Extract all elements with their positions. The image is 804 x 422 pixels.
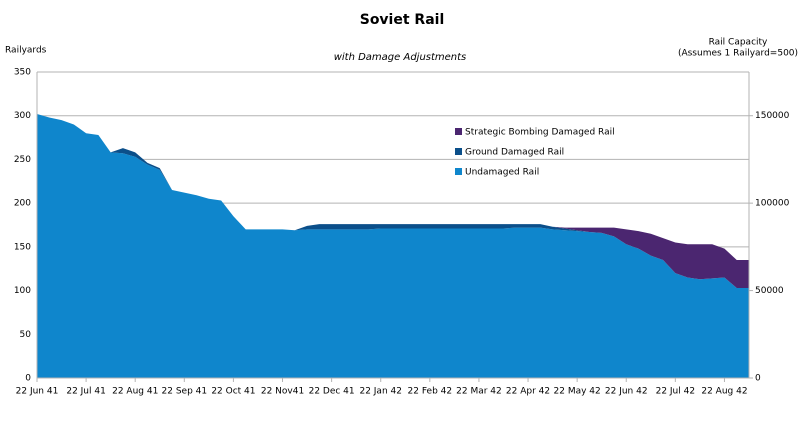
y2-tick-label: 100000	[755, 199, 790, 209]
area	[37, 113, 749, 288]
y-axis-label: Railyards	[5, 46, 47, 56]
y-tick-label: 350	[14, 68, 31, 78]
x-tick-label: 22 May 42	[554, 387, 601, 397]
x-tick-label: 22 Apr 42	[506, 387, 550, 397]
legend-label: Ground Damaged Rail	[465, 148, 564, 158]
y2-tick-label: 150000	[755, 111, 790, 121]
x-tick-label: 22 Jul 42	[656, 387, 696, 397]
y2-axis-label: Rail Capacity	[709, 38, 768, 48]
y-tick-label: 200	[14, 199, 31, 209]
y-tick-label: 0	[25, 374, 31, 384]
legend-label: Strategic Bombing Damaged Rail	[465, 128, 615, 138]
y-tick-label: 100	[14, 286, 31, 296]
x-tick-label: 22 Jan 42	[359, 387, 402, 397]
y-tick-label: 300	[14, 111, 31, 121]
x-tick-label: 22 Mar 42	[456, 387, 502, 397]
y-tick-label: 50	[20, 330, 32, 340]
x-tick-label: 22 Jun 41	[16, 387, 59, 397]
legend-swatch	[455, 128, 462, 135]
chart-subtitle: with Damage Adjustments	[334, 52, 467, 63]
y-tick-label: 250	[14, 155, 31, 165]
x-tick-label: 22 Jul 41	[66, 387, 106, 397]
area	[37, 113, 749, 379]
x-tick-label: 22 Aug 42	[701, 387, 747, 397]
legend-swatch	[455, 168, 462, 175]
x-tick-label: 22 Oct 41	[211, 387, 255, 397]
y-tick-label: 150	[14, 242, 31, 252]
x-tick-label: 22 Aug 41	[112, 387, 158, 397]
legend-label: Undamaged Rail	[465, 168, 539, 178]
y2-tick-label: 0	[755, 374, 761, 384]
x-tick-label: 22 Sep 41	[162, 387, 208, 397]
x-tick-label: 22 Feb 42	[408, 387, 453, 397]
x-tick-label: 22 Jun 42	[605, 387, 648, 397]
x-tick-label: 22 Nov41	[261, 387, 304, 397]
chart-title: Soviet Rail	[360, 12, 445, 28]
y2-axis-label: (Assumes 1 Railyard=500)	[678, 49, 798, 59]
legend-swatch	[455, 148, 462, 155]
y2-tick-label: 50000	[755, 286, 784, 296]
x-tick-label: 22 Dec 41	[309, 387, 355, 397]
